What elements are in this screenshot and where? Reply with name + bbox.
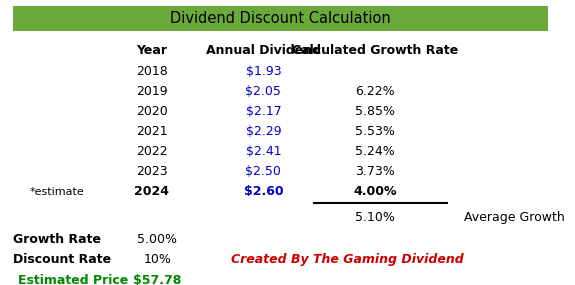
Text: 6.22%: 6.22% [355,85,394,98]
Text: 5.24%: 5.24% [355,145,395,158]
Text: Average Growth: Average Growth [464,211,565,224]
Text: $2.41: $2.41 [246,145,281,158]
Text: 2018: 2018 [136,65,168,78]
Text: $1.93: $1.93 [246,65,281,78]
Text: 5.10%: 5.10% [355,211,395,224]
Text: $57.78: $57.78 [133,274,182,285]
Text: 2019: 2019 [136,85,168,98]
FancyBboxPatch shape [13,6,548,31]
Text: 2022: 2022 [136,145,168,158]
Text: Estimated Price: Estimated Price [18,274,128,285]
Text: Calculated Growth Rate: Calculated Growth Rate [292,44,458,57]
Text: 2024: 2024 [135,185,170,198]
Text: 5.00%: 5.00% [137,233,178,246]
Text: 3.73%: 3.73% [355,165,395,178]
Text: Growth Rate: Growth Rate [13,233,101,246]
Text: 2020: 2020 [136,105,168,118]
Text: 5.53%: 5.53% [355,125,395,138]
Text: $2.05: $2.05 [246,85,281,98]
Text: 5.85%: 5.85% [355,105,395,118]
Text: $2.60: $2.60 [244,185,283,198]
Text: Discount Rate: Discount Rate [13,253,110,266]
Text: $2.50: $2.50 [246,165,281,178]
Text: Year: Year [136,44,167,57]
Text: Annual Dividend: Annual Dividend [206,44,321,57]
Text: 2023: 2023 [136,165,168,178]
FancyBboxPatch shape [7,272,219,285]
Text: Dividend Discount Calculation: Dividend Discount Calculation [170,11,390,26]
Text: 10%: 10% [144,253,171,266]
Text: Created By The Gaming Dividend: Created By The Gaming Dividend [231,253,463,266]
Text: $2.29: $2.29 [246,125,281,138]
Text: *estimate: *estimate [30,187,85,197]
Text: 2021: 2021 [136,125,168,138]
Text: 4.00%: 4.00% [353,185,397,198]
Text: $2.17: $2.17 [246,105,281,118]
